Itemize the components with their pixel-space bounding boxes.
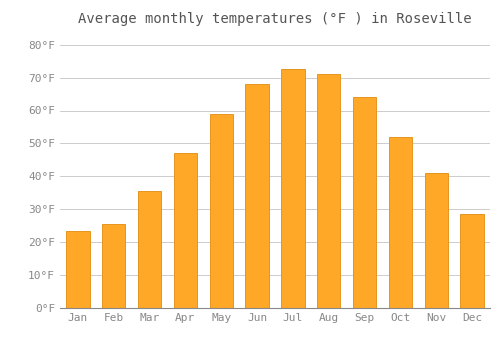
- Bar: [66, 231, 90, 308]
- Bar: [282, 69, 304, 308]
- Bar: [389, 137, 412, 308]
- Bar: [460, 214, 483, 308]
- Bar: [353, 97, 376, 308]
- Bar: [138, 191, 161, 308]
- Bar: [317, 74, 340, 308]
- Bar: [424, 173, 448, 308]
- Bar: [102, 224, 126, 308]
- Bar: [174, 153, 197, 308]
- Title: Average monthly temperatures (°F ) in Roseville: Average monthly temperatures (°F ) in Ro…: [78, 12, 472, 26]
- Bar: [210, 114, 233, 308]
- Bar: [246, 84, 268, 308]
